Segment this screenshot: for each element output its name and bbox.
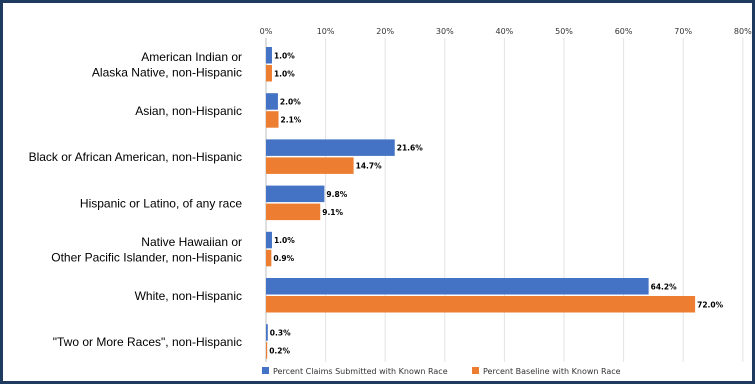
legend-label: Percent Claims Submitted with Known Race [273,367,448,376]
legend-swatch [472,367,479,374]
bar [266,157,354,174]
data-label: 1.0% [274,236,295,245]
x-tick-label: 60% [615,27,633,36]
category-label: Other Pacific Islander, non-Hispanic [51,250,242,264]
data-label: 64.2% [651,282,678,291]
data-label: 72.0% [697,300,724,309]
category-label: Native Hawaiian or [141,235,242,249]
data-label: 9.8% [326,190,347,199]
bar [266,111,279,128]
category-label: Alaska Native, non-Hispanic [92,66,242,80]
data-label: 2.1% [281,115,302,124]
data-label: 1.0% [274,51,295,60]
bar [266,47,272,64]
data-label: 21.6% [397,144,424,153]
data-label: 9.1% [322,208,343,217]
bar [266,296,696,313]
legend-swatch [262,367,269,374]
legend-label: Percent Baseline with Known Race [483,367,621,376]
x-tick-label: 80% [734,27,752,36]
bar [266,324,268,341]
data-label: 1.0% [274,69,295,78]
data-label: 2.0% [280,97,301,106]
x-tick-label: 20% [376,27,394,36]
bar [266,231,272,249]
category-label: Black or African American, non-Hispanic [29,150,242,164]
data-label: 0.9% [273,254,294,263]
bar [266,139,395,156]
data-label: 0.3% [270,328,291,337]
x-tick-label: 50% [555,27,573,36]
x-tick-label: 0% [260,27,273,36]
category-label: White, non-Hispanic [135,289,242,303]
data-label: 0.2% [269,346,290,355]
x-tick-label: 30% [436,27,454,36]
category-label: Hispanic or Latino, of any race [80,196,242,210]
bar [266,342,268,359]
bar [266,65,272,82]
category-label: "Two or More Races", non-Hispanic [53,335,242,349]
category-label: American Indian or [141,50,242,64]
bar [266,249,272,267]
bar [266,185,325,203]
bar [266,93,278,110]
bar [266,203,321,221]
x-tick-label: 40% [496,27,514,36]
category-label: Asian, non-Hispanic [135,104,242,118]
x-tick-label: 10% [317,27,335,36]
bar [266,278,649,295]
data-label: 14.7% [356,162,383,171]
x-tick-label: 70% [674,27,692,36]
